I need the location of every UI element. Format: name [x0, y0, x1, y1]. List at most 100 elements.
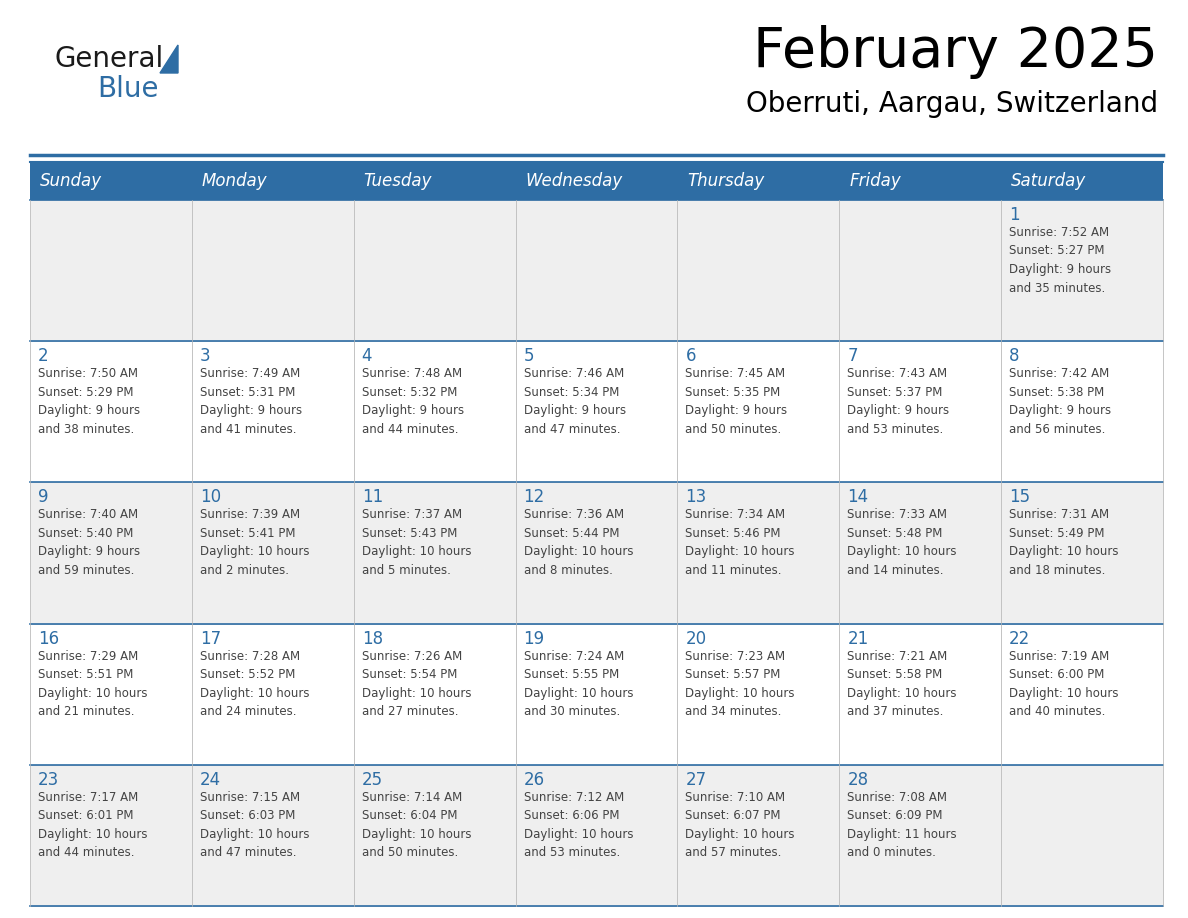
Text: Sunrise: 7:08 AM
Sunset: 6:09 PM
Daylight: 11 hours
and 0 minutes.: Sunrise: 7:08 AM Sunset: 6:09 PM Dayligh… — [847, 790, 956, 859]
Text: 11: 11 — [361, 488, 383, 507]
Text: Sunrise: 7:17 AM
Sunset: 6:01 PM
Daylight: 10 hours
and 44 minutes.: Sunrise: 7:17 AM Sunset: 6:01 PM Dayligh… — [38, 790, 147, 859]
Bar — [516, 162, 677, 200]
Bar — [191, 623, 354, 765]
Bar — [839, 765, 1001, 906]
Text: Sunrise: 7:45 AM
Sunset: 5:35 PM
Daylight: 9 hours
and 50 minutes.: Sunrise: 7:45 AM Sunset: 5:35 PM Dayligh… — [685, 367, 788, 436]
Text: Sunrise: 7:34 AM
Sunset: 5:46 PM
Daylight: 10 hours
and 11 minutes.: Sunrise: 7:34 AM Sunset: 5:46 PM Dayligh… — [685, 509, 795, 577]
Bar — [839, 623, 1001, 765]
Bar — [516, 341, 677, 482]
Text: 27: 27 — [685, 771, 707, 789]
Text: Sunrise: 7:28 AM
Sunset: 5:52 PM
Daylight: 10 hours
and 24 minutes.: Sunrise: 7:28 AM Sunset: 5:52 PM Dayligh… — [200, 650, 309, 718]
Text: Wednesday: Wednesday — [525, 172, 623, 190]
Bar — [191, 765, 354, 906]
Bar — [30, 765, 191, 906]
Bar — [1001, 341, 1163, 482]
Text: Sunrise: 7:36 AM
Sunset: 5:44 PM
Daylight: 10 hours
and 8 minutes.: Sunrise: 7:36 AM Sunset: 5:44 PM Dayligh… — [524, 509, 633, 577]
Text: Sunrise: 7:50 AM
Sunset: 5:29 PM
Daylight: 9 hours
and 38 minutes.: Sunrise: 7:50 AM Sunset: 5:29 PM Dayligh… — [38, 367, 140, 436]
Bar — [677, 623, 839, 765]
Text: Sunrise: 7:21 AM
Sunset: 5:58 PM
Daylight: 10 hours
and 37 minutes.: Sunrise: 7:21 AM Sunset: 5:58 PM Dayligh… — [847, 650, 956, 718]
Text: Sunrise: 7:26 AM
Sunset: 5:54 PM
Daylight: 10 hours
and 27 minutes.: Sunrise: 7:26 AM Sunset: 5:54 PM Dayligh… — [361, 650, 472, 718]
Bar — [516, 482, 677, 623]
Text: Thursday: Thursday — [688, 172, 765, 190]
Bar — [30, 341, 191, 482]
Text: Sunrise: 7:42 AM
Sunset: 5:38 PM
Daylight: 9 hours
and 56 minutes.: Sunrise: 7:42 AM Sunset: 5:38 PM Dayligh… — [1009, 367, 1111, 436]
Bar — [354, 765, 516, 906]
Bar — [839, 482, 1001, 623]
Text: Sunrise: 7:29 AM
Sunset: 5:51 PM
Daylight: 10 hours
and 21 minutes.: Sunrise: 7:29 AM Sunset: 5:51 PM Dayligh… — [38, 650, 147, 718]
Text: 12: 12 — [524, 488, 545, 507]
Bar — [1001, 482, 1163, 623]
Bar — [30, 162, 191, 200]
Bar — [516, 200, 677, 341]
Text: Sunrise: 7:33 AM
Sunset: 5:48 PM
Daylight: 10 hours
and 14 minutes.: Sunrise: 7:33 AM Sunset: 5:48 PM Dayligh… — [847, 509, 956, 577]
Text: Sunday: Sunday — [40, 172, 102, 190]
Text: Sunrise: 7:39 AM
Sunset: 5:41 PM
Daylight: 10 hours
and 2 minutes.: Sunrise: 7:39 AM Sunset: 5:41 PM Dayligh… — [200, 509, 309, 577]
Bar — [1001, 200, 1163, 341]
Text: Sunrise: 7:24 AM
Sunset: 5:55 PM
Daylight: 10 hours
and 30 minutes.: Sunrise: 7:24 AM Sunset: 5:55 PM Dayligh… — [524, 650, 633, 718]
Text: 26: 26 — [524, 771, 544, 789]
Bar — [516, 623, 677, 765]
Text: Tuesday: Tuesday — [364, 172, 432, 190]
Bar — [677, 341, 839, 482]
Text: 2: 2 — [38, 347, 49, 365]
Bar — [354, 162, 516, 200]
Bar — [191, 341, 354, 482]
Text: 20: 20 — [685, 630, 707, 647]
Text: Sunrise: 7:23 AM
Sunset: 5:57 PM
Daylight: 10 hours
and 34 minutes.: Sunrise: 7:23 AM Sunset: 5:57 PM Dayligh… — [685, 650, 795, 718]
Bar — [354, 482, 516, 623]
Bar — [677, 765, 839, 906]
Text: 17: 17 — [200, 630, 221, 647]
Text: Oberruti, Aargau, Switzerland: Oberruti, Aargau, Switzerland — [746, 90, 1158, 118]
Text: 28: 28 — [847, 771, 868, 789]
Text: 21: 21 — [847, 630, 868, 647]
Bar — [354, 623, 516, 765]
Text: Saturday: Saturday — [1011, 172, 1086, 190]
Text: Sunrise: 7:19 AM
Sunset: 6:00 PM
Daylight: 10 hours
and 40 minutes.: Sunrise: 7:19 AM Sunset: 6:00 PM Dayligh… — [1009, 650, 1119, 718]
Text: 8: 8 — [1009, 347, 1019, 365]
Text: Blue: Blue — [97, 75, 158, 103]
Text: 16: 16 — [38, 630, 59, 647]
Text: February 2025: February 2025 — [753, 25, 1158, 79]
Text: 9: 9 — [38, 488, 49, 507]
Text: 5: 5 — [524, 347, 535, 365]
Bar — [354, 341, 516, 482]
Polygon shape — [160, 45, 178, 73]
Text: 15: 15 — [1009, 488, 1030, 507]
Text: Monday: Monday — [202, 172, 267, 190]
Bar — [516, 765, 677, 906]
Text: Sunrise: 7:14 AM
Sunset: 6:04 PM
Daylight: 10 hours
and 50 minutes.: Sunrise: 7:14 AM Sunset: 6:04 PM Dayligh… — [361, 790, 472, 859]
Bar — [30, 482, 191, 623]
Text: 1: 1 — [1009, 206, 1019, 224]
Bar — [1001, 765, 1163, 906]
Text: 4: 4 — [361, 347, 372, 365]
Bar — [677, 162, 839, 200]
Text: 19: 19 — [524, 630, 544, 647]
Text: General: General — [55, 45, 164, 73]
Bar — [354, 200, 516, 341]
Text: Sunrise: 7:49 AM
Sunset: 5:31 PM
Daylight: 9 hours
and 41 minutes.: Sunrise: 7:49 AM Sunset: 5:31 PM Dayligh… — [200, 367, 302, 436]
Bar — [839, 162, 1001, 200]
Text: Sunrise: 7:15 AM
Sunset: 6:03 PM
Daylight: 10 hours
and 47 minutes.: Sunrise: 7:15 AM Sunset: 6:03 PM Dayligh… — [200, 790, 309, 859]
Text: Sunrise: 7:37 AM
Sunset: 5:43 PM
Daylight: 10 hours
and 5 minutes.: Sunrise: 7:37 AM Sunset: 5:43 PM Dayligh… — [361, 509, 472, 577]
Bar — [1001, 623, 1163, 765]
Text: Sunrise: 7:43 AM
Sunset: 5:37 PM
Daylight: 9 hours
and 53 minutes.: Sunrise: 7:43 AM Sunset: 5:37 PM Dayligh… — [847, 367, 949, 436]
Text: 18: 18 — [361, 630, 383, 647]
Text: Sunrise: 7:31 AM
Sunset: 5:49 PM
Daylight: 10 hours
and 18 minutes.: Sunrise: 7:31 AM Sunset: 5:49 PM Dayligh… — [1009, 509, 1119, 577]
Bar — [191, 482, 354, 623]
Text: 25: 25 — [361, 771, 383, 789]
Bar — [839, 341, 1001, 482]
Bar — [30, 623, 191, 765]
Bar — [191, 200, 354, 341]
Text: 14: 14 — [847, 488, 868, 507]
Text: 13: 13 — [685, 488, 707, 507]
Text: Sunrise: 7:40 AM
Sunset: 5:40 PM
Daylight: 9 hours
and 59 minutes.: Sunrise: 7:40 AM Sunset: 5:40 PM Dayligh… — [38, 509, 140, 577]
Text: Sunrise: 7:46 AM
Sunset: 5:34 PM
Daylight: 9 hours
and 47 minutes.: Sunrise: 7:46 AM Sunset: 5:34 PM Dayligh… — [524, 367, 626, 436]
Text: Friday: Friday — [849, 172, 901, 190]
Bar — [677, 482, 839, 623]
Text: Sunrise: 7:48 AM
Sunset: 5:32 PM
Daylight: 9 hours
and 44 minutes.: Sunrise: 7:48 AM Sunset: 5:32 PM Dayligh… — [361, 367, 463, 436]
Text: 22: 22 — [1009, 630, 1030, 647]
Bar — [1001, 162, 1163, 200]
Text: 3: 3 — [200, 347, 210, 365]
Text: Sunrise: 7:10 AM
Sunset: 6:07 PM
Daylight: 10 hours
and 57 minutes.: Sunrise: 7:10 AM Sunset: 6:07 PM Dayligh… — [685, 790, 795, 859]
Bar — [191, 162, 354, 200]
